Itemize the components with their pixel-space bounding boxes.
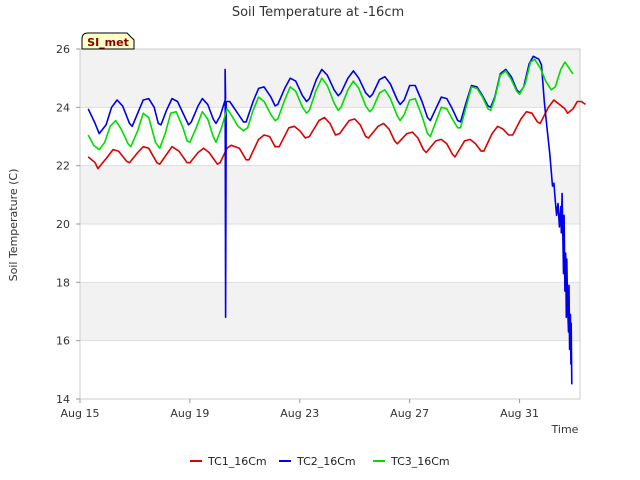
y-tick-label: 22 [56,160,70,173]
plot-band [80,165,580,224]
x-tick-label: Aug 19 [170,407,209,420]
y-tick-label: 16 [56,335,70,348]
x-tick-label: Aug 15 [61,407,100,420]
legend-item-tc3_16cm: TC3_16Cm [373,455,450,468]
y-tick-label: 26 [56,43,70,56]
series-line-tc2_16cm [87,55,573,385]
series-lines [87,55,586,385]
y-axis-ticks: 14 16 18 20 22 24 26 [56,43,80,406]
x-tick-label: Aug 31 [500,407,539,420]
y-tick-label: 24 [56,101,70,114]
y-tick-label: 14 [56,393,70,406]
x-tick-label: Aug 27 [390,407,429,420]
plot-band [80,49,580,108]
legend-label: TC3_16Cm [390,455,450,468]
legend-label: TC2_16Cm [296,455,356,468]
y-axis-title: Soil Temperature (C) [7,169,20,282]
series-line-tc3_16cm [87,58,574,151]
site-label-background [81,32,135,50]
legend-label: TC1_16Cm [207,455,267,468]
legend-item-tc2_16cm: TC2_16Cm [279,455,356,468]
site-label: SI_met [87,36,129,49]
plot-band [80,282,580,341]
series-line-tc1_16cm [87,99,586,170]
x-tick-label: Aug 23 [280,407,319,420]
chart-title: Soil Temperature at -16cm [232,5,404,20]
site-label-box: SI_met [81,32,135,50]
y-tick-label: 18 [56,276,70,289]
x-axis-ticks: Aug 15 Aug 19 Aug 23 Aug 27 Aug 31 [61,399,539,420]
x-axis-title: Time [551,423,579,436]
legend: TC1_16Cm TC2_16Cm TC3_16Cm [190,455,450,468]
legend-item-tc1_16cm: TC1_16Cm [190,455,267,468]
y-tick-label: 20 [56,218,70,231]
